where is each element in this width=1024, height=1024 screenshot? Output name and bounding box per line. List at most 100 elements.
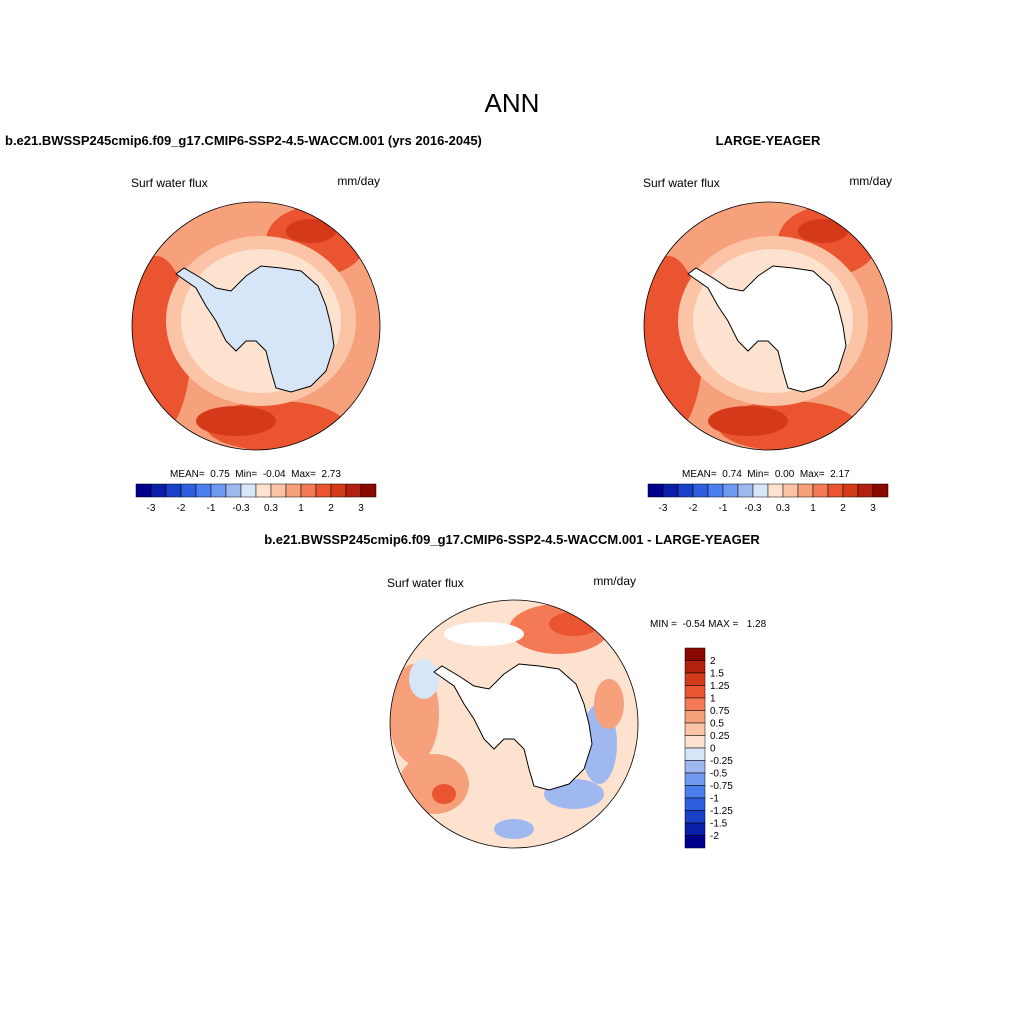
colorbar-label: -1.25 bbox=[710, 806, 733, 817]
colorbar-label: 1 bbox=[810, 503, 816, 514]
units-label: mm/day bbox=[593, 574, 636, 588]
figure-title: ANN bbox=[485, 88, 540, 118]
colorbar-label: -0.3 bbox=[232, 503, 250, 514]
colorbar-box bbox=[684, 822, 706, 836]
colorbar-box bbox=[684, 747, 706, 761]
colorbar-label: -2 bbox=[710, 831, 719, 842]
colorbar-label: 1 bbox=[298, 503, 304, 514]
colorbar-label: 2 bbox=[840, 503, 846, 514]
units-label: mm/day bbox=[337, 174, 380, 188]
colorbar-box bbox=[285, 483, 302, 498]
colorbar-box bbox=[684, 647, 706, 661]
colorbar-box bbox=[812, 483, 829, 498]
colorbar-label: -0.25 bbox=[710, 756, 733, 767]
shade bbox=[286, 219, 336, 243]
colorbar-box bbox=[345, 483, 362, 498]
colorbar-box bbox=[684, 810, 706, 824]
colorbar-label: 0 bbox=[710, 744, 716, 755]
panel-title: LARGE-YEAGER bbox=[716, 133, 821, 148]
colorbar-label: 2 bbox=[710, 656, 716, 667]
colorbar-label: 1.5 bbox=[710, 669, 724, 680]
shade bbox=[399, 754, 469, 814]
colorbar-box bbox=[782, 483, 799, 498]
colorbar-box bbox=[692, 483, 709, 498]
colorbar-label: 2 bbox=[328, 503, 334, 514]
colorbar-label: -0.3 bbox=[744, 503, 762, 514]
map-border bbox=[643, 201, 893, 451]
colorbar-box bbox=[150, 483, 167, 498]
colorbar-box bbox=[647, 483, 664, 498]
colorbar-box bbox=[752, 483, 769, 498]
colorbar-box bbox=[300, 483, 317, 498]
colorbar-box bbox=[360, 483, 377, 498]
panel-title: b.e21.BWSSP245cmip6.f09_g17.CMIP6-SSP2-4… bbox=[5, 133, 482, 148]
colorbar-box bbox=[315, 483, 332, 498]
colorbar-box bbox=[872, 483, 889, 498]
colorbar-box bbox=[684, 797, 706, 811]
colorbar-label: -1 bbox=[719, 503, 728, 514]
shade bbox=[432, 784, 456, 804]
colorbar-box bbox=[842, 483, 859, 498]
colorbar-box bbox=[684, 710, 706, 724]
colorbar-box bbox=[684, 660, 706, 674]
colorbar-box bbox=[210, 483, 227, 498]
colorbar-box bbox=[677, 483, 694, 498]
antarctica bbox=[433, 663, 593, 791]
colorbar-box bbox=[330, 483, 347, 498]
shade bbox=[494, 819, 534, 839]
antarctica bbox=[687, 265, 847, 393]
colorbar-box bbox=[662, 483, 679, 498]
colorbar-label: 0.5 bbox=[710, 719, 724, 730]
shade bbox=[196, 406, 276, 436]
shade bbox=[409, 659, 439, 699]
colorbar-box bbox=[737, 483, 754, 498]
colorbar-box bbox=[684, 697, 706, 711]
colorbar-box bbox=[857, 483, 874, 498]
colorbar-label: -0.75 bbox=[710, 781, 733, 792]
shade bbox=[594, 679, 624, 729]
stats-label: MIN = -0.54 MAX = 1.28 bbox=[650, 619, 767, 630]
variable-label: Surf water flux bbox=[643, 176, 720, 190]
colorbar-label: 3 bbox=[870, 503, 876, 514]
colorbar-box bbox=[180, 483, 197, 498]
stats-label: MEAN= 0.75 Min= -0.04 Max= 2.73 bbox=[170, 469, 341, 480]
colorbar-label: -3 bbox=[659, 503, 668, 514]
map bbox=[390, 600, 638, 848]
colorbar-box bbox=[684, 835, 706, 849]
shade bbox=[708, 406, 788, 436]
colorbar-box bbox=[255, 483, 272, 498]
colorbar-label: -3 bbox=[147, 503, 156, 514]
colorbar-label: 0.3 bbox=[776, 503, 790, 514]
colorbar-label: 0.25 bbox=[710, 731, 730, 742]
units-label: mm/day bbox=[849, 174, 892, 188]
colorbar-label: 0.3 bbox=[264, 503, 278, 514]
colorbar-box bbox=[684, 760, 706, 774]
colorbar-label: -0.5 bbox=[710, 769, 728, 780]
colorbar-label: 1.25 bbox=[710, 681, 730, 692]
colorbar-label: -1 bbox=[710, 794, 719, 805]
colorbar-label: 1 bbox=[710, 694, 716, 705]
colorbar-box bbox=[195, 483, 212, 498]
colorbar-label: -1 bbox=[207, 503, 216, 514]
colorbar-box bbox=[684, 735, 706, 749]
colorbar-label: -2 bbox=[177, 503, 186, 514]
colorbar-box bbox=[827, 483, 844, 498]
colorbar-box bbox=[135, 483, 152, 498]
panel-title: b.e21.BWSSP245cmip6.f09_g17.CMIP6-SSP2-4… bbox=[264, 532, 760, 547]
colorbar-box bbox=[797, 483, 814, 498]
colorbar-box bbox=[767, 483, 784, 498]
colorbar-label: -1.5 bbox=[710, 819, 728, 830]
map-border bbox=[131, 201, 381, 451]
colorbar-box bbox=[240, 483, 257, 498]
antarctica bbox=[175, 265, 335, 393]
colorbar-box bbox=[684, 685, 706, 699]
variable-label: Surf water flux bbox=[387, 576, 464, 590]
colorbar-box bbox=[684, 772, 706, 786]
stats-label: MEAN= 0.74 Min= 0.00 Max= 2.17 bbox=[682, 469, 850, 480]
variable-label: Surf water flux bbox=[131, 176, 208, 190]
colorbar-box bbox=[684, 722, 706, 736]
map-border bbox=[389, 599, 639, 849]
colorbar-box bbox=[225, 483, 242, 498]
colorbar-box bbox=[684, 785, 706, 799]
